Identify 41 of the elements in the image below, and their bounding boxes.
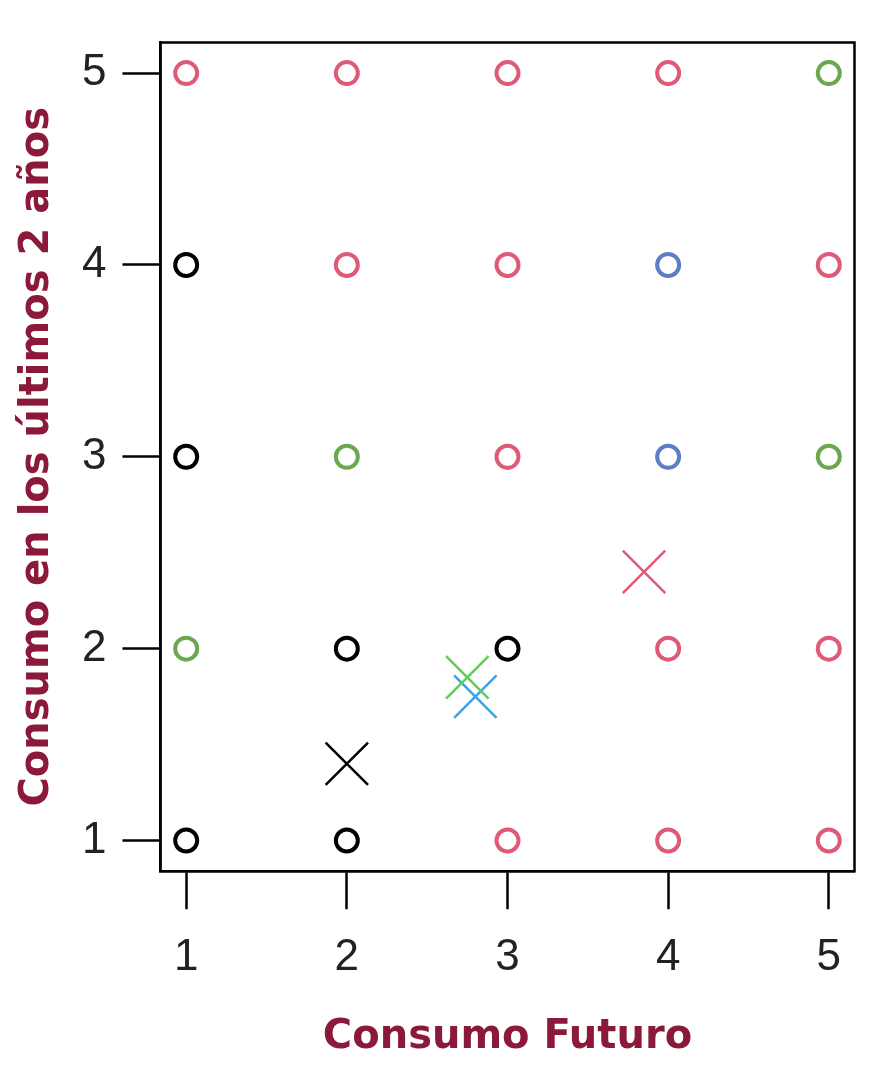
point [444, 654, 490, 700]
point [815, 443, 842, 470]
y-tick-label: 4 [81, 237, 107, 287]
x-tick-label: 3 [495, 929, 520, 979]
point [173, 443, 200, 470]
point [815, 60, 842, 87]
point [494, 635, 521, 662]
point [173, 251, 200, 278]
point [655, 60, 682, 87]
point [655, 635, 682, 662]
point [173, 60, 200, 87]
point [333, 60, 360, 87]
point [333, 443, 360, 470]
point [655, 443, 682, 470]
point [655, 827, 682, 854]
point [494, 251, 521, 278]
point [173, 635, 200, 662]
point [815, 827, 842, 854]
point [494, 443, 521, 470]
x-axis-title: Consumo Futuro [322, 1011, 693, 1058]
point [494, 827, 521, 854]
y-tick-label: 1 [81, 812, 107, 862]
y-tick-label: 2 [81, 620, 107, 670]
point [173, 827, 200, 854]
point [815, 251, 842, 278]
x-tick-label: 4 [655, 929, 681, 979]
point [621, 549, 667, 595]
point [333, 635, 360, 662]
x-tick-label: 5 [816, 929, 842, 979]
point [324, 741, 370, 787]
x-tick-label: 2 [334, 929, 360, 979]
point [494, 60, 521, 87]
point [333, 827, 360, 854]
y-axis-title: Consumo en los últimos 2 años [11, 107, 58, 807]
y-tick-label: 3 [81, 428, 107, 478]
point [815, 635, 842, 662]
point [452, 674, 498, 720]
point [333, 251, 360, 278]
x-tick-label: 1 [173, 929, 199, 979]
point [655, 251, 682, 278]
y-tick-label: 5 [81, 45, 107, 95]
